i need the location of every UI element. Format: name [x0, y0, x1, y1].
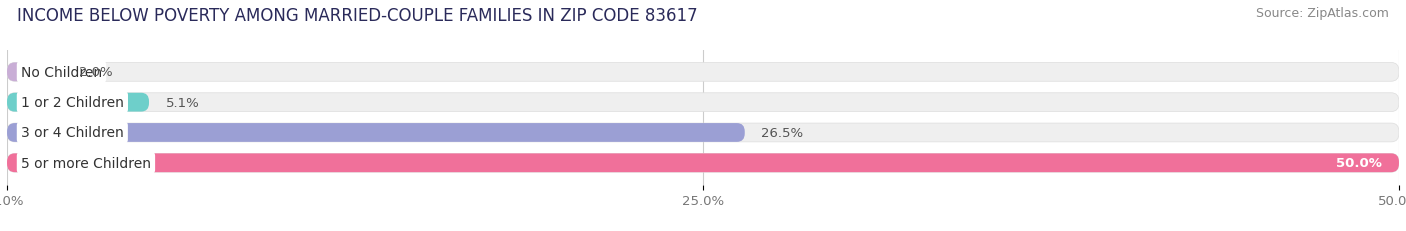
Text: 50.0%: 50.0% [1336, 157, 1382, 170]
Text: 5 or more Children: 5 or more Children [21, 156, 150, 170]
FancyBboxPatch shape [7, 63, 63, 82]
Text: Source: ZipAtlas.com: Source: ZipAtlas.com [1256, 7, 1389, 20]
FancyBboxPatch shape [7, 154, 1399, 172]
FancyBboxPatch shape [7, 93, 149, 112]
Text: 5.1%: 5.1% [166, 96, 200, 109]
FancyBboxPatch shape [7, 154, 1399, 172]
FancyBboxPatch shape [7, 63, 1399, 82]
Text: 26.5%: 26.5% [762, 126, 804, 139]
Text: 2.0%: 2.0% [79, 66, 112, 79]
Text: No Children: No Children [21, 66, 103, 79]
Text: 3 or 4 Children: 3 or 4 Children [21, 126, 124, 140]
FancyBboxPatch shape [7, 124, 1399, 142]
Text: 1 or 2 Children: 1 or 2 Children [21, 96, 124, 110]
FancyBboxPatch shape [7, 124, 745, 142]
Text: INCOME BELOW POVERTY AMONG MARRIED-COUPLE FAMILIES IN ZIP CODE 83617: INCOME BELOW POVERTY AMONG MARRIED-COUPL… [17, 7, 697, 25]
FancyBboxPatch shape [7, 93, 1399, 112]
